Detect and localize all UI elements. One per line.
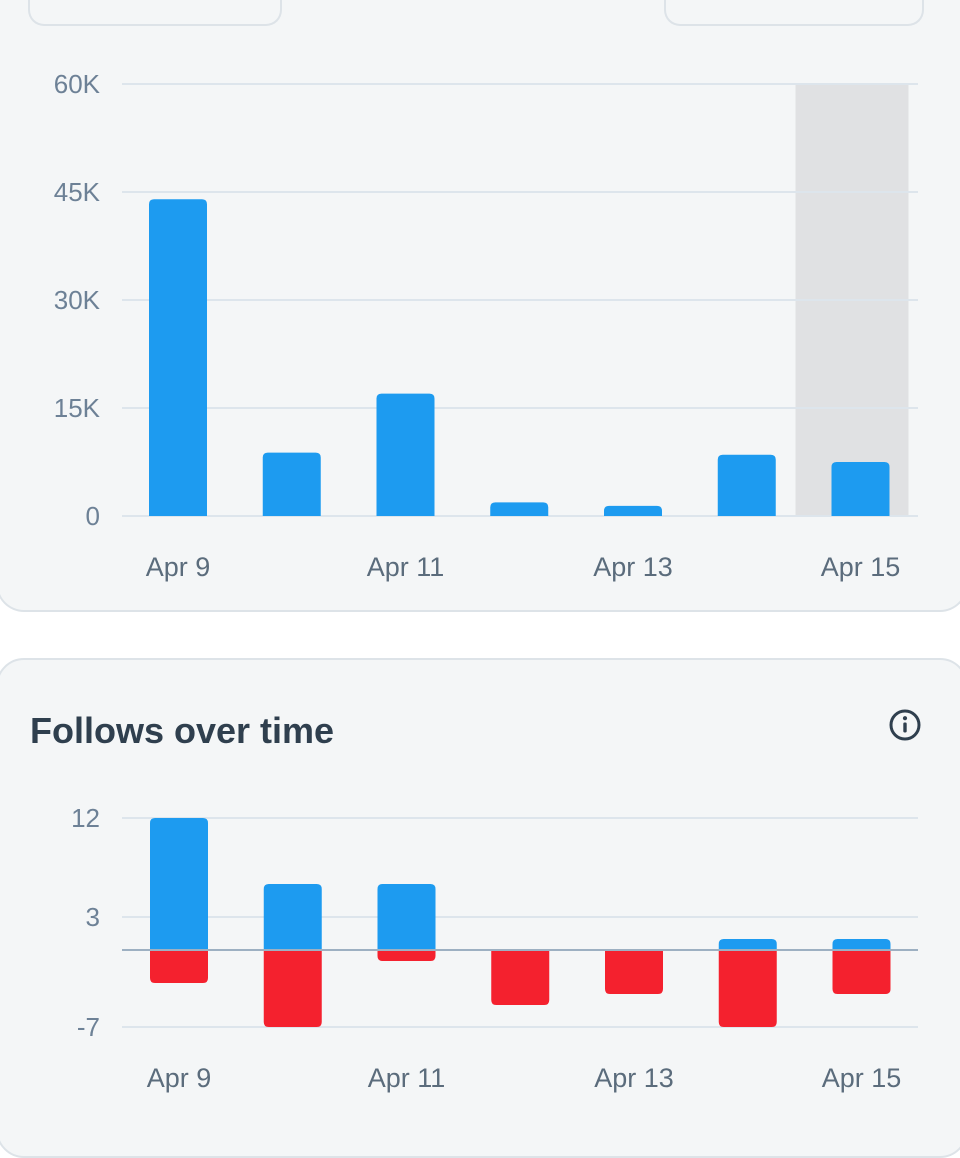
unfollows-bar (718, 950, 777, 1027)
info-icon[interactable] (888, 708, 922, 742)
bar (831, 462, 890, 516)
bar (490, 502, 549, 516)
x-tick-label: Apr 13 (594, 1063, 674, 1093)
unfollows-bar (605, 950, 663, 994)
y-tick-label: -7 (77, 1012, 100, 1042)
bar (149, 199, 207, 516)
y-tick-label: 60K (54, 69, 101, 99)
bar (376, 393, 435, 516)
bar (717, 454, 776, 516)
x-tick-label: Apr 11 (368, 1063, 446, 1093)
unfollows-bar (150, 950, 208, 983)
y-tick-label: 3 (86, 902, 100, 932)
metric-tab-left[interactable] (28, 0, 282, 26)
unfollows-bar (377, 950, 436, 961)
bar (604, 505, 662, 516)
follows-bar (377, 884, 436, 950)
y-tick-label: 12 (71, 803, 100, 833)
bar (262, 452, 321, 516)
follows-bar (263, 884, 322, 950)
follows-bar (832, 939, 891, 950)
follows-card-title: Follows over time (30, 710, 335, 751)
y-tick-label: 30K (54, 285, 101, 315)
x-tick-label: Apr 15 (822, 1063, 902, 1093)
follows-bar (718, 939, 777, 950)
y-tick-label: 45K (54, 177, 101, 207)
x-tick-label: Apr 9 (146, 552, 211, 582)
unfollows-bar (263, 950, 322, 1027)
follows-bar (150, 818, 208, 950)
x-tick-label: Apr 11 (367, 552, 445, 582)
unfollows-bar (832, 950, 891, 994)
unfollows-bar (491, 950, 550, 1005)
impressions-bar-chart: 0 15K 30K 45K 60K Apr 9 Apr 11 Apr 13 Apr 15 (54, 69, 918, 582)
x-tick-label: Apr 15 (821, 552, 901, 582)
y-tick-label: 15K (54, 393, 101, 423)
metric-tab-right[interactable] (664, 0, 924, 26)
x-tick-label: Apr 13 (593, 552, 673, 582)
follows-bar-chart: -7 3 12 Apr 9 Apr 11 Apr 13 Apr 15 (71, 803, 918, 1093)
y-tick-label: 0 (86, 501, 100, 531)
x-tick-label: Apr 9 (147, 1063, 212, 1093)
